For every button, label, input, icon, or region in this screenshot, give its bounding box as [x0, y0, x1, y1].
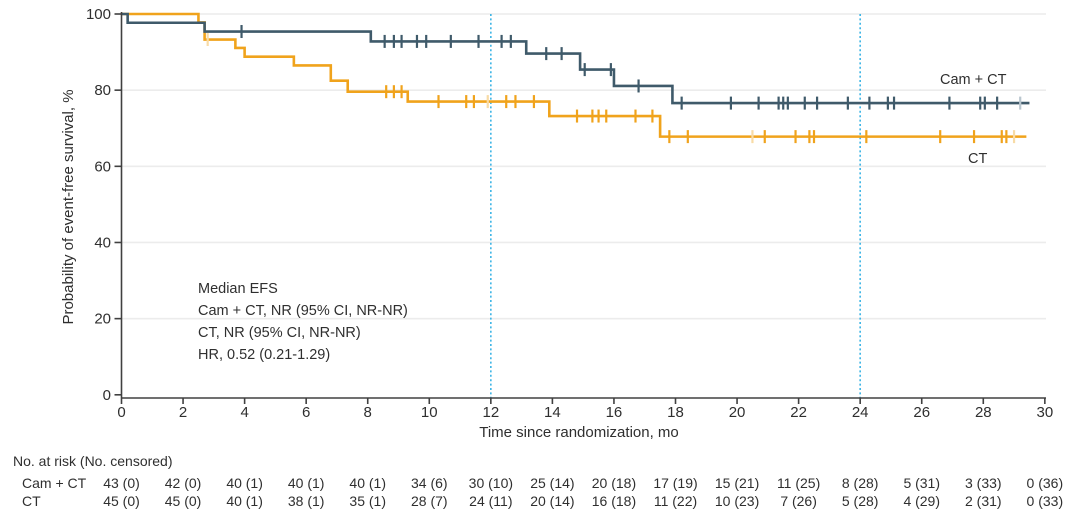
risk-table-values: 43 (0) 42 (0) 40 (1) 40 (1) 40 (1) 34 (6) 30 (…: [103, 475, 1063, 509]
x-tick-label: 4: [240, 404, 248, 421]
x-tick-label: 14: [544, 404, 561, 421]
risk-value: 17 (19): [653, 475, 697, 491]
risk-value: 24 (11): [469, 493, 512, 509]
risk-row-label-cam-ct: Cam + CT: [22, 475, 87, 491]
x-tick-label: 12: [482, 404, 499, 421]
annotation-median-efs: Median EFS: [198, 281, 278, 297]
gridlines: [121, 13, 1046, 320]
y-tick-label: 80: [94, 82, 111, 99]
x-tick-label: 16: [606, 404, 623, 421]
risk-value: 2 (31): [965, 493, 1002, 509]
y-tick-label: 60: [94, 158, 111, 175]
risk-value: 5 (31): [903, 475, 940, 491]
risk-value: 20 (14): [530, 493, 574, 509]
y-tick-labels: 0 20 40 60 80 100: [86, 6, 111, 404]
y-tick-label: 20: [94, 311, 111, 328]
annotation-hazard-ratio: HR, 0.52 (0.21-1.29): [198, 347, 330, 363]
risk-value: 20 (18): [592, 475, 636, 491]
risk-value: 15 (21): [715, 475, 759, 491]
x-tick-label: 10: [421, 404, 438, 421]
x-tick-label: 30: [1036, 404, 1053, 421]
risk-row-label-ct: CT: [22, 493, 41, 509]
risk-table-header: No. at risk (No. censored): [13, 453, 173, 469]
y-tick-label: 100: [86, 6, 111, 23]
x-tick-label: 2: [179, 404, 187, 421]
risk-value: 0 (36): [1027, 475, 1064, 491]
risk-value: 4 (29): [903, 493, 940, 509]
survival-curve-cam-ct: [121, 12, 1030, 105]
risk-value: 0 (33): [1027, 493, 1064, 509]
x-tick-label: 8: [364, 404, 372, 421]
risk-value: 7 (26): [780, 493, 817, 509]
risk-value: 10 (23): [715, 493, 759, 509]
risk-value: 45 (0): [103, 493, 140, 509]
risk-value: 25 (14): [530, 475, 574, 491]
risk-value: 3 (33): [965, 475, 1002, 491]
annotation-ct-ci: CT, NR (95% CI, NR-NR): [198, 325, 361, 341]
x-tick-labels: 0 2 4 6 8 10 12 14 16 18 20 22 24 26 28 30: [117, 404, 1053, 421]
risk-value: 30 (10): [469, 475, 513, 491]
y-axis-title: Probability of event-free survival, %: [60, 89, 77, 324]
censor-ticks: [206, 25, 1022, 144]
x-tick-label: 20: [729, 404, 746, 421]
x-tick-label: 22: [790, 404, 807, 421]
x-tick-label: 28: [975, 404, 992, 421]
risk-value: 11 (22): [654, 493, 697, 509]
risk-value: 40 (1): [288, 475, 325, 491]
survival-curves: [121, 12, 1030, 138]
risk-value: 40 (1): [349, 475, 386, 491]
annotation-cam-ct-ci: Cam + CT, NR (95% CI, NR-NR): [198, 303, 408, 319]
y-tick-label: 0: [103, 387, 111, 404]
risk-value: 34 (6): [411, 475, 448, 491]
risk-value: 5 (28): [842, 493, 879, 509]
x-tick-label: 6: [302, 404, 310, 421]
risk-value: 40 (1): [226, 493, 263, 509]
risk-value: 11 (25): [777, 475, 820, 491]
risk-value: 16 (18): [592, 493, 636, 509]
risk-value: 8 (28): [842, 475, 879, 491]
risk-value: 42 (0): [165, 475, 202, 491]
x-tick-label: 0: [117, 404, 125, 421]
risk-value: 40 (1): [226, 475, 263, 491]
y-tick-label: 40: [94, 234, 111, 251]
risk-value: 28 (7): [411, 493, 448, 509]
x-tick-label: 26: [913, 404, 930, 421]
risk-value: 38 (1): [288, 493, 325, 509]
curve-label-cam-ct: Cam + CT: [940, 72, 1007, 88]
x-tick-label: 18: [667, 404, 684, 421]
axes: [114, 12, 1046, 404]
risk-value: 45 (0): [165, 493, 202, 509]
risk-value: 43 (0): [103, 475, 140, 491]
reference-lines: [490, 14, 861, 398]
x-tick-label: 24: [852, 404, 869, 421]
x-axis-title: Time since randomization, mo: [479, 424, 679, 441]
risk-value: 35 (1): [349, 493, 386, 509]
curve-label-ct: CT: [968, 151, 987, 167]
